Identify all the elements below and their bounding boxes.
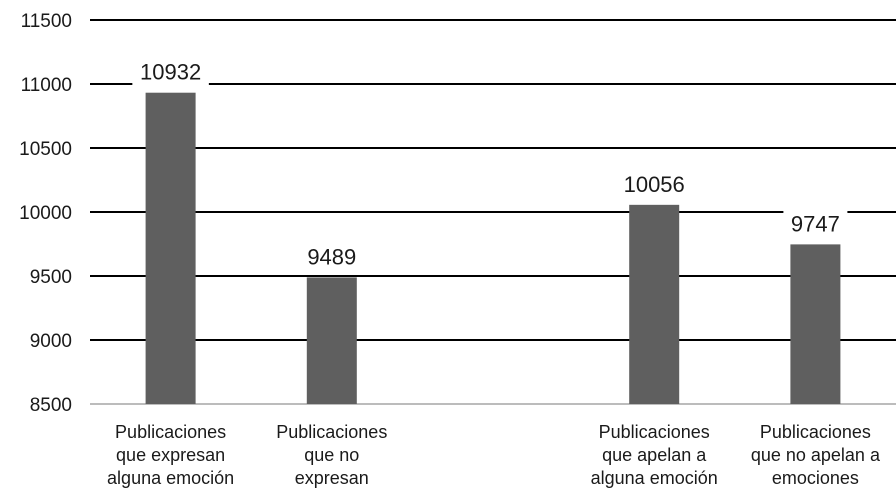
bar <box>629 204 680 404</box>
data-label: 9489 <box>307 244 356 269</box>
category-label: Publicaciones <box>115 422 226 442</box>
y-tick-label: 9000 <box>30 331 72 352</box>
gridlines <box>90 19 896 405</box>
data-labels: 10932 9489 10056 9747 <box>132 58 848 271</box>
category-label: alguna emoción <box>591 468 718 488</box>
y-tick-label: 10000 <box>19 203 72 224</box>
data-label: 10932 <box>140 60 201 85</box>
y-axis-tick-labels: 11500 11000 10500 10000 9500 9000 8500 <box>19 11 72 416</box>
category-labels: Publicaciones que expresan alguna emoción P… <box>107 422 881 488</box>
y-tick-label: 10500 <box>19 139 72 160</box>
category-label: Publicaciones <box>276 422 387 442</box>
y-tick-label: 11500 <box>21 11 72 32</box>
y-tick-label: 11000 <box>21 75 72 96</box>
data-label-background <box>299 243 364 271</box>
category-label: que no apelan a <box>751 445 881 465</box>
category-label: que apelan a <box>602 445 707 465</box>
category-label: Publicaciones <box>599 422 710 442</box>
category-label: emociones <box>772 468 859 488</box>
y-tick-label: 9500 <box>30 267 72 288</box>
data-label-background <box>132 58 209 86</box>
bar <box>306 277 357 404</box>
data-label-background <box>615 170 693 198</box>
category-label: que expresan <box>116 445 225 465</box>
bar <box>790 244 841 404</box>
bars <box>145 92 841 404</box>
bar <box>145 92 196 404</box>
y-tick-label: 8500 <box>30 395 72 416</box>
category-label: alguna emoción <box>107 468 234 488</box>
data-label: 9747 <box>791 211 840 236</box>
data-label-background <box>783 210 848 238</box>
category-label: que no <box>304 445 359 465</box>
category-label: Publicaciones <box>760 422 871 442</box>
category-label: expresan <box>295 468 369 488</box>
data-label: 10056 <box>624 172 685 197</box>
